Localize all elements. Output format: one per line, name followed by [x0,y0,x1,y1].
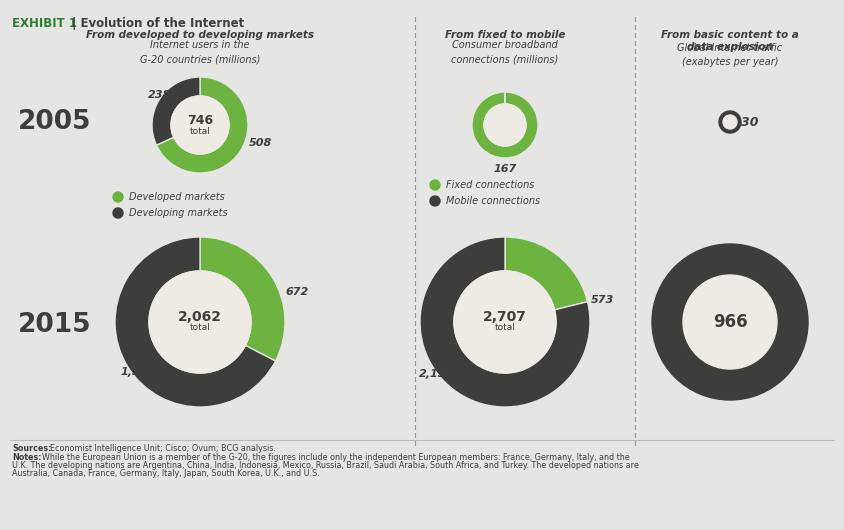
Wedge shape [156,77,248,173]
Text: Developed markets: Developed markets [129,192,225,202]
Text: Fixed connections: Fixed connections [446,180,534,190]
Text: 573: 573 [590,295,614,305]
Wedge shape [505,237,587,310]
Circle shape [430,196,440,206]
Circle shape [723,115,737,129]
Text: Economist Intelligence Unit; Cisco; Ovum; BCG analysis.: Economist Intelligence Unit; Cisco; Ovum… [50,444,276,453]
Circle shape [454,271,556,373]
Text: From developed to developing markets: From developed to developing markets [86,30,314,40]
Text: Sources:: Sources: [12,444,51,453]
Text: 746: 746 [187,113,213,127]
Text: total: total [495,323,516,332]
Text: 2005: 2005 [18,109,91,135]
Circle shape [484,104,526,146]
Text: From basic content to a
data explosion: From basic content to a data explosion [661,30,799,51]
Circle shape [113,208,123,218]
Circle shape [430,180,440,190]
Text: Australia, Canada, France, Germany, Italy, Japan, South Korea, U.K., and U.S.: Australia, Canada, France, Germany, Ital… [12,469,320,478]
Text: U.K. The developing nations are Argentina, China, India, Indonesia, Mexico, Russ: U.K. The developing nations are Argentin… [12,461,639,470]
Text: 1,390: 1,390 [121,367,155,377]
Text: 2,707: 2,707 [483,310,527,324]
Wedge shape [472,92,538,158]
Text: Global Internet traffic
(exabytes per year): Global Internet traffic (exabytes per ye… [678,43,782,67]
Text: Mobile connections: Mobile connections [446,196,540,206]
Text: | Evolution of the Internet: | Evolution of the Internet [68,17,244,30]
Text: While the European Union is a member of the G-20, the figures include only the i: While the European Union is a member of … [42,453,630,462]
Text: 2,062: 2,062 [178,310,222,324]
Text: 2015: 2015 [18,312,92,338]
Text: Consumer broadband
connections (millions): Consumer broadband connections (millions… [452,40,559,64]
Text: total: total [190,127,210,136]
Wedge shape [115,237,275,407]
Text: 2,134: 2,134 [419,369,455,379]
Circle shape [113,192,123,202]
Text: 508: 508 [248,138,272,148]
Circle shape [652,244,808,400]
Text: 966: 966 [712,313,747,331]
Wedge shape [152,77,200,145]
Text: From fixed to mobile: From fixed to mobile [445,30,565,40]
Wedge shape [420,237,590,407]
Text: EXHIBIT 1: EXHIBIT 1 [12,17,77,30]
Text: 30: 30 [741,116,759,128]
Text: total: total [190,323,210,332]
Text: 167: 167 [494,164,517,174]
Text: Notes:: Notes: [12,453,41,462]
Circle shape [683,275,777,369]
Text: 238: 238 [149,90,171,100]
Circle shape [719,111,741,133]
Text: Developing markets: Developing markets [129,208,228,218]
Wedge shape [200,237,285,361]
Text: Internet users in the
G-20 countries (millions): Internet users in the G-20 countries (mi… [140,40,260,64]
Circle shape [149,271,251,373]
Text: 672: 672 [285,287,309,297]
Circle shape [171,96,229,154]
